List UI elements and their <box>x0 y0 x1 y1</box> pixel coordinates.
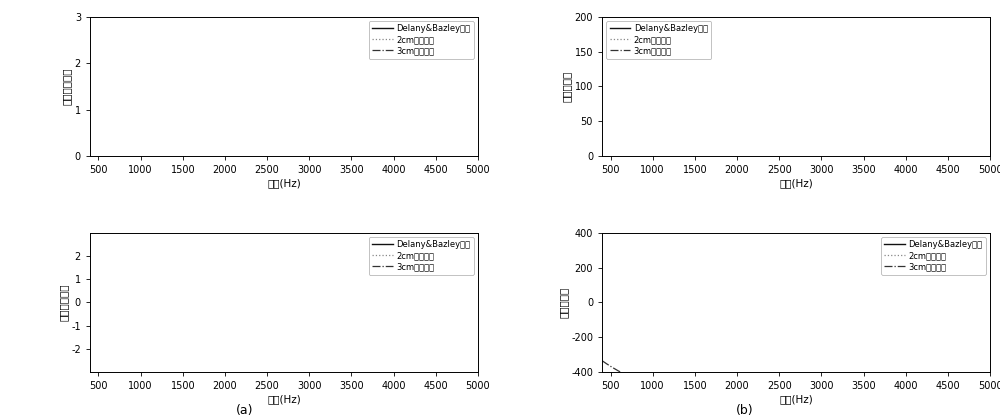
Text: (b): (b) <box>736 404 754 417</box>
Line: 3cm纤维材料: 3cm纤维材料 <box>602 361 990 418</box>
Legend: Delany&Bazley模型, 2cm纤维材料, 3cm纤维材料: Delany&Bazley模型, 2cm纤维材料, 3cm纤维材料 <box>369 237 474 275</box>
X-axis label: 频率(Hz): 频率(Hz) <box>267 394 301 404</box>
2cm纤维材料 <box>596 371 608 376</box>
Y-axis label: 复波数虚部: 复波数虚部 <box>558 287 568 318</box>
3cm纤维材料 <box>596 358 608 363</box>
Text: (a): (a) <box>236 404 254 417</box>
X-axis label: 频率(Hz): 频率(Hz) <box>779 394 813 404</box>
X-axis label: 频率(Hz): 频率(Hz) <box>779 178 813 188</box>
X-axis label: 频率(Hz): 频率(Hz) <box>267 178 301 188</box>
Line: Delany&Bazley模型: Delany&Bazley模型 <box>602 390 990 418</box>
2cm纤维材料 <box>616 386 628 391</box>
Y-axis label: 特征阻抗实部: 特征阻抗实部 <box>62 68 72 105</box>
Delany&Bazley模型 <box>616 406 628 411</box>
Legend: Delany&Bazley模型, 2cm纤维材料, 3cm纤维材料: Delany&Bazley模型, 2cm纤维材料, 3cm纤维材料 <box>369 21 474 59</box>
Y-axis label: 特征阻抗虚部: 特征阻抗虚部 <box>58 283 68 321</box>
Legend: Delany&Bazley模型, 2cm纤维材料, 3cm纤维材料: Delany&Bazley模型, 2cm纤维材料, 3cm纤维材料 <box>606 21 711 59</box>
Y-axis label: 复波数实部: 复波数实部 <box>562 71 572 102</box>
Legend: Delany&Bazley模型, 2cm纤维材料, 3cm纤维材料: Delany&Bazley模型, 2cm纤维材料, 3cm纤维材料 <box>881 237 986 275</box>
Delany&Bazley模型 <box>596 387 608 393</box>
3cm纤维材料 <box>616 370 628 375</box>
Line: 2cm纤维材料: 2cm纤维材料 <box>602 374 990 418</box>
